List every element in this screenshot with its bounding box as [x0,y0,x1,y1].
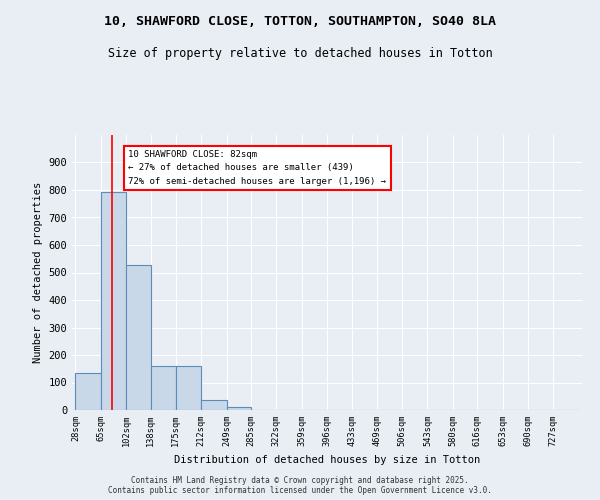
Y-axis label: Number of detached properties: Number of detached properties [33,182,43,363]
Text: 10, SHAWFORD CLOSE, TOTTON, SOUTHAMPTON, SO40 8LA: 10, SHAWFORD CLOSE, TOTTON, SOUTHAMPTON,… [104,15,496,28]
Bar [176,366,201,410]
Text: Size of property relative to detached houses in Totton: Size of property relative to detached ho… [107,48,493,60]
Bar [227,407,251,410]
X-axis label: Distribution of detached houses by size in Totton: Distribution of detached houses by size … [174,454,480,464]
Bar [101,192,126,410]
Bar [126,264,151,410]
Text: Contains HM Land Registry data © Crown copyright and database right 2025.
Contai: Contains HM Land Registry data © Crown c… [108,476,492,495]
Bar [201,400,227,410]
Bar [76,374,101,410]
Text: 10 SHAWFORD CLOSE: 82sqm
← 27% of detached houses are smaller (439)
72% of semi-: 10 SHAWFORD CLOSE: 82sqm ← 27% of detach… [128,150,386,186]
Bar [151,366,176,410]
